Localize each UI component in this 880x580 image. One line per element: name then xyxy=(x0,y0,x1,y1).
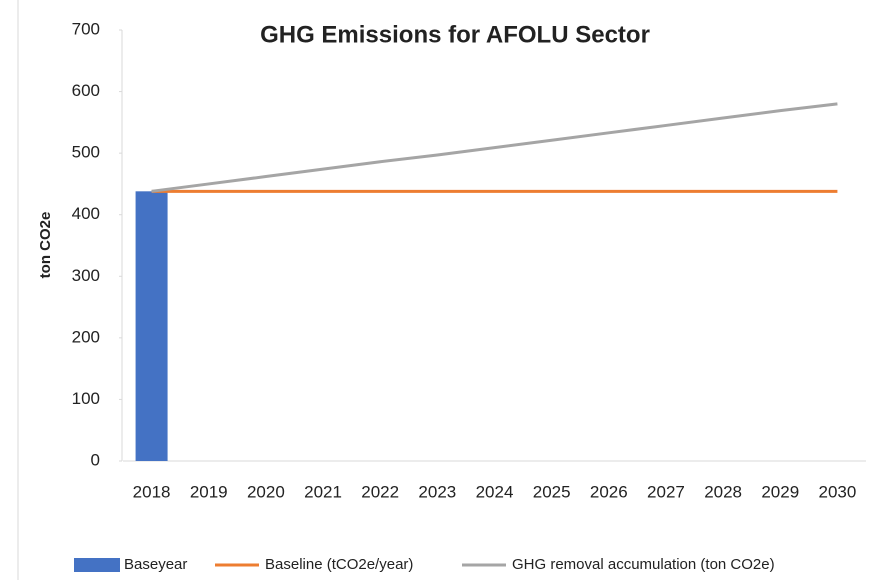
x-tick-label: 2022 xyxy=(361,482,399,501)
bar xyxy=(135,191,168,461)
x-tick-label: 2021 xyxy=(304,482,342,501)
y-axis-label: ton CO2e xyxy=(37,212,54,279)
x-tick-label: 2027 xyxy=(647,482,685,501)
x-tick-label: 2023 xyxy=(418,482,456,501)
legend-label: Baseline (tCO2e/year) xyxy=(265,556,413,573)
x-tick-label: 2026 xyxy=(590,482,628,501)
y-tick-label: 600 xyxy=(72,81,100,100)
x-tick-label: 2024 xyxy=(476,482,514,501)
chart-title: GHG Emissions for AFOLU Sector xyxy=(260,21,650,48)
legend-label: GHG removal accumulation (ton CO2e) xyxy=(512,556,775,573)
x-tick-label: 2020 xyxy=(247,482,285,501)
y-tick-label: 400 xyxy=(72,204,100,223)
y-tick-label: 700 xyxy=(72,19,100,38)
x-tick-label: 2030 xyxy=(819,482,857,501)
legend-swatch xyxy=(74,558,120,572)
x-tick-label: 2028 xyxy=(704,482,742,501)
legend-label: Baseyear xyxy=(124,556,187,573)
y-tick-label: 300 xyxy=(72,266,100,285)
x-tick-label: 2018 xyxy=(133,482,171,501)
x-tick-label: 2019 xyxy=(190,482,228,501)
y-tick-label: 500 xyxy=(72,143,100,162)
line xyxy=(151,102,838,193)
y-tick-label: 0 xyxy=(91,450,100,469)
x-tick-label: 2029 xyxy=(761,482,799,501)
y-tick-label: 200 xyxy=(72,327,100,346)
y-tick-label: 100 xyxy=(72,389,100,408)
x-tick-label: 2025 xyxy=(533,482,571,501)
